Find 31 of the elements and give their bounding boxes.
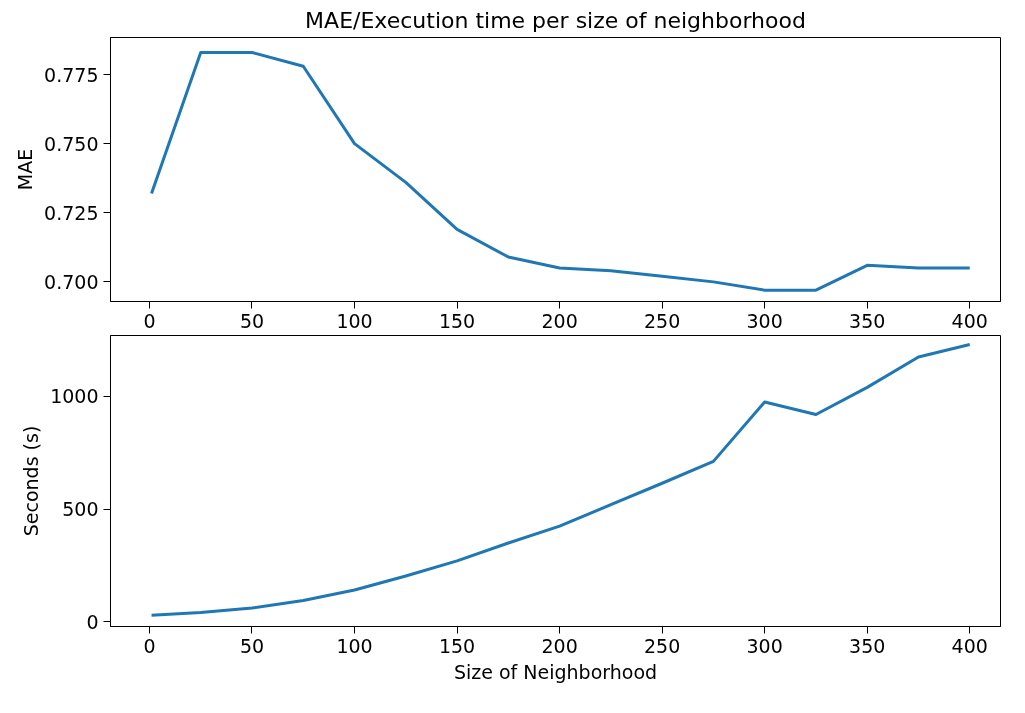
y-tick-label: 0	[86, 610, 99, 633]
y-tick-label: 0.700	[44, 270, 99, 293]
x-tick-label: 150	[438, 309, 476, 332]
y-tick-label: 500	[62, 498, 99, 521]
x-tick-label: 300	[746, 309, 783, 332]
line-series	[150, 50, 972, 292]
x-tick-label: 400	[951, 309, 988, 332]
y-tick-label: 0.775	[44, 63, 99, 86]
x-axis-title: Size of Neighborhood	[453, 660, 658, 683]
y-tick-label: 0.725	[44, 201, 99, 224]
x-tick-label: 0	[143, 309, 156, 332]
x-tick-label: 350	[849, 634, 886, 657]
x-tick-label: 200	[541, 634, 578, 657]
y-tick-label: 0.750	[44, 132, 99, 155]
x-tick-label: 100	[336, 309, 373, 332]
line-series	[150, 343, 972, 617]
x-tick-label: 250	[644, 309, 681, 332]
x-tick-label: 100	[336, 634, 373, 657]
chart-title: MAE/Execution time per size of neighborhood	[305, 7, 806, 33]
x-tick-label: 50	[239, 634, 265, 657]
y-axis-title: Seconds (s)	[20, 425, 43, 537]
x-tick-label: 50	[239, 309, 265, 332]
x-tick-label: 250	[644, 634, 681, 657]
x-tick-label: 150	[438, 634, 476, 657]
x-tick-label: 400	[951, 634, 988, 657]
y-tick-label: 1000	[50, 385, 99, 408]
y-axis-title: MAE	[14, 148, 37, 191]
x-tick-label: 350	[849, 309, 886, 332]
x-tick-label: 200	[541, 309, 578, 332]
x-tick-label: 300	[746, 634, 783, 657]
x-tick-label: 0	[143, 634, 156, 657]
